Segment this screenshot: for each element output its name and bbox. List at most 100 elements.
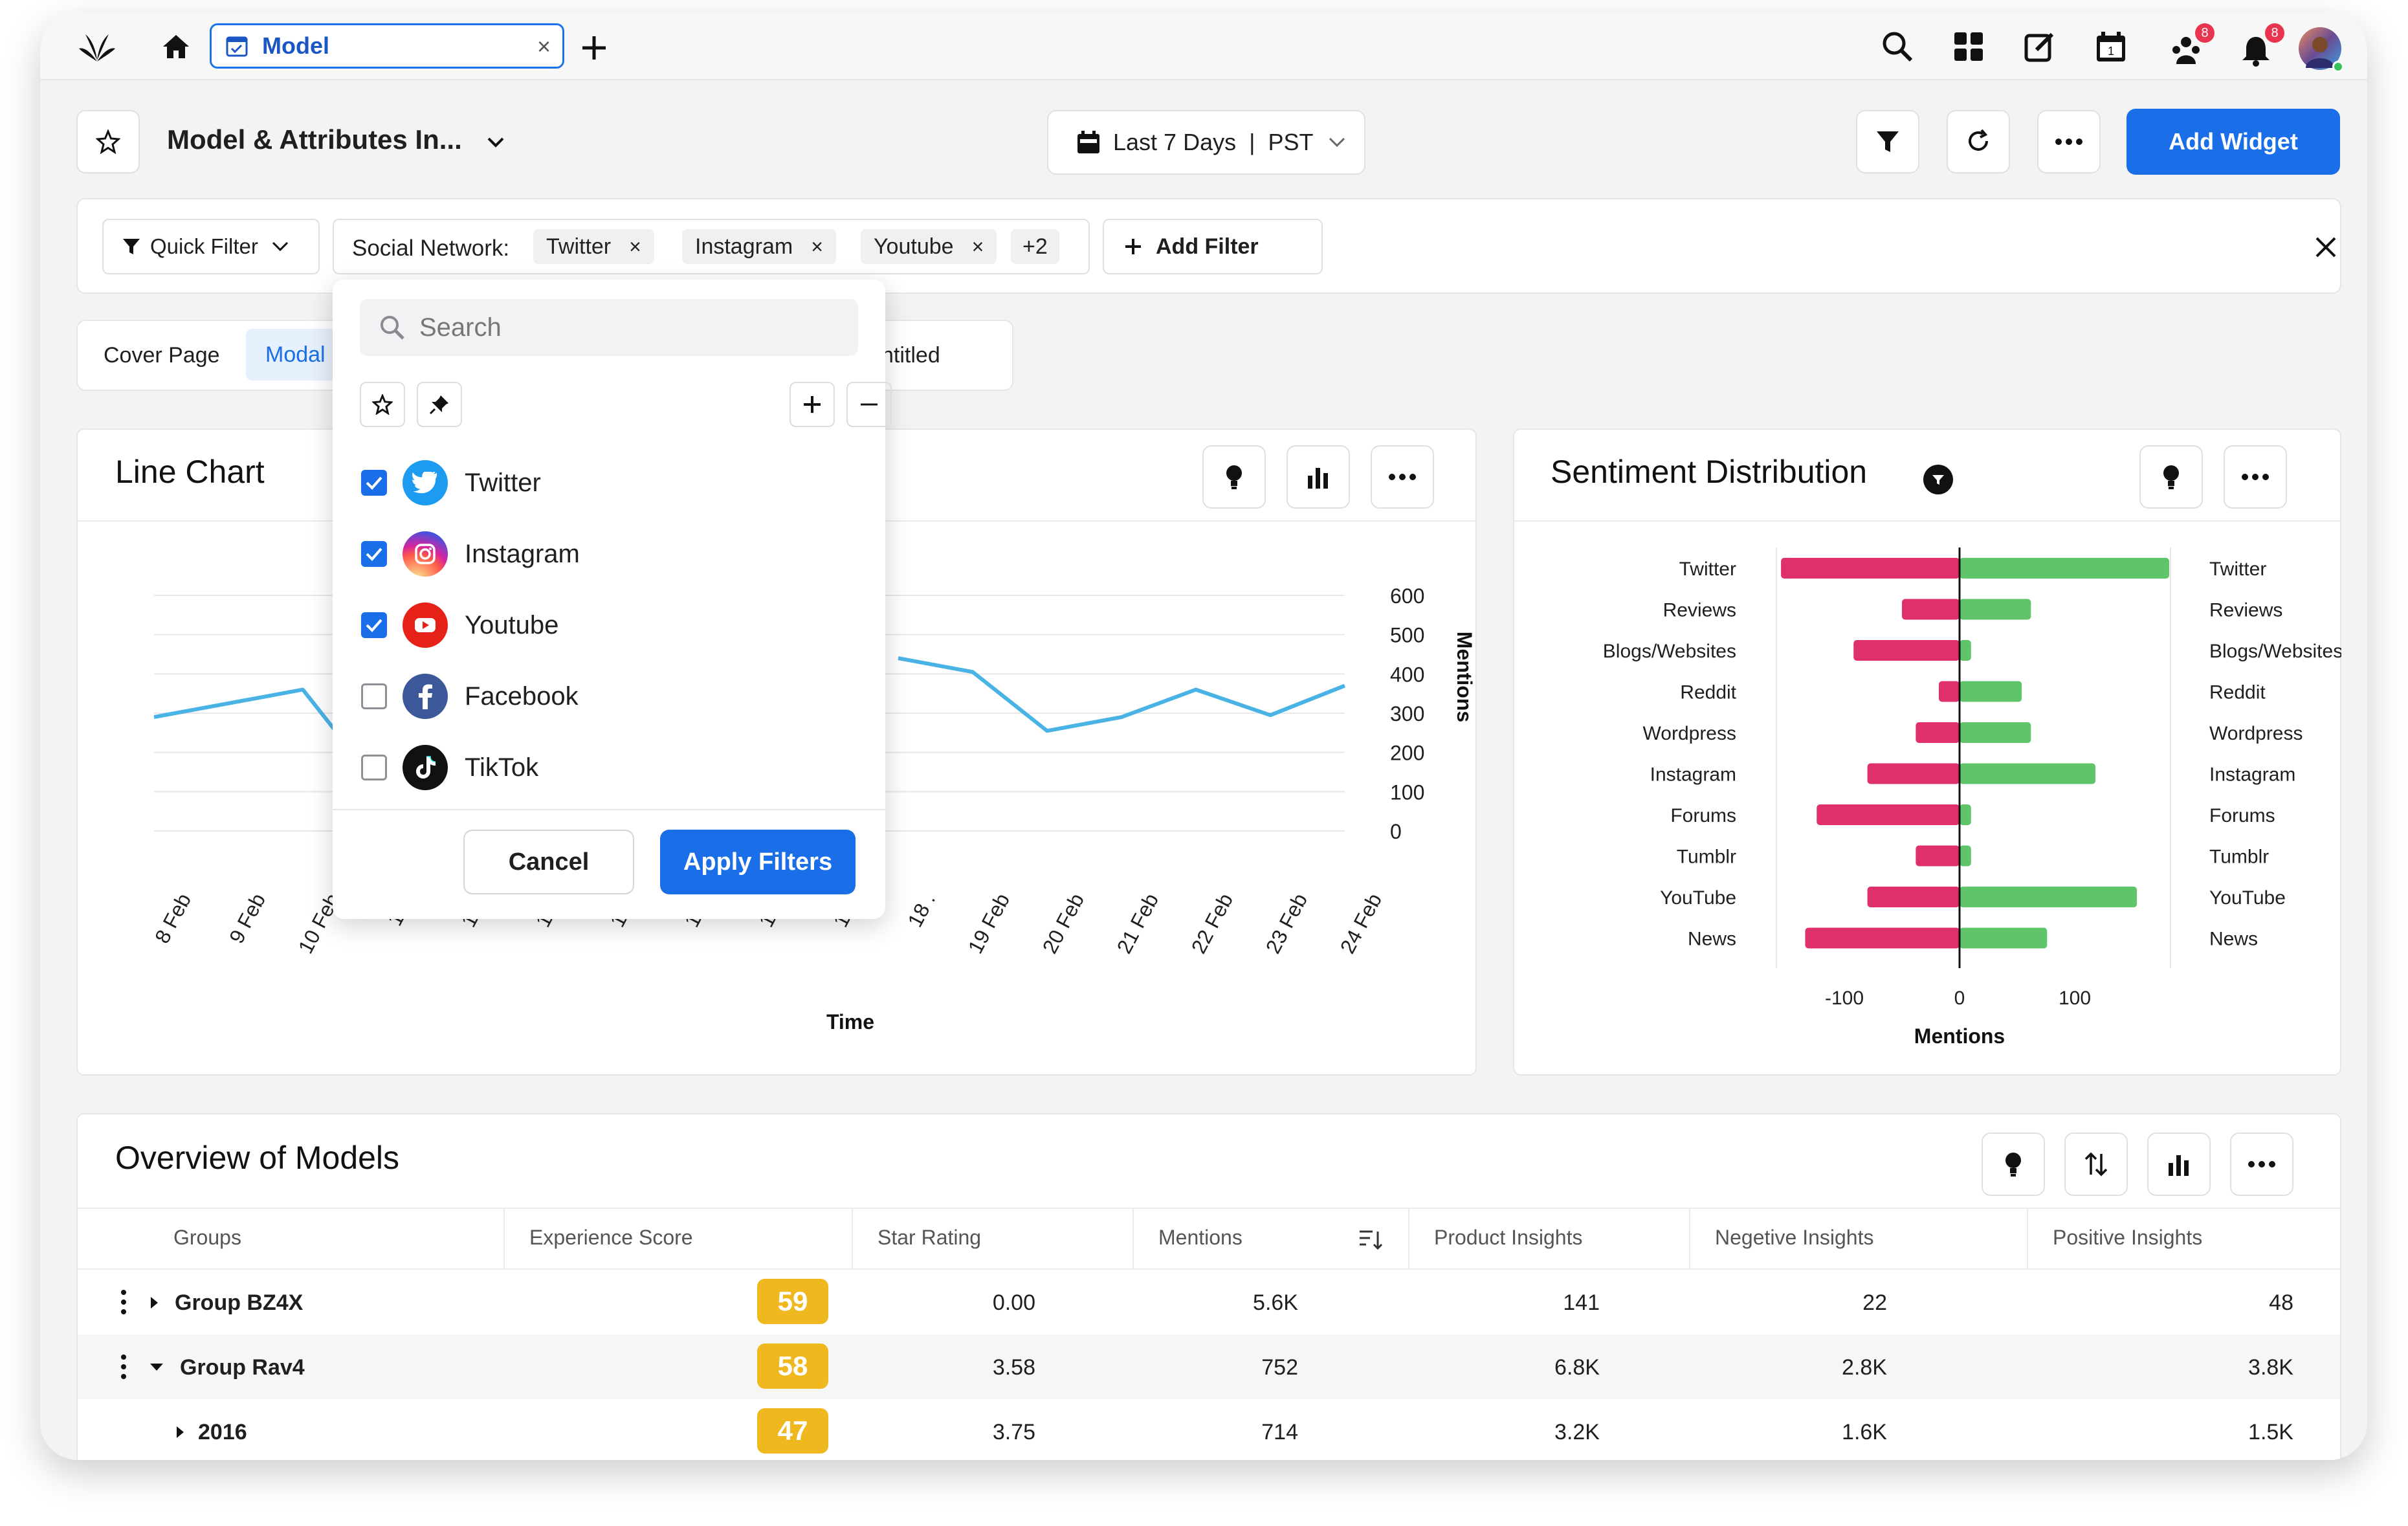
tab-model[interactable]: Model × <box>210 23 564 69</box>
expand-all-button[interactable] <box>790 382 835 427</box>
dropdown-option-facebook[interactable]: Facebook <box>333 664 885 729</box>
row-menu-icon[interactable] <box>119 1289 128 1315</box>
youtube-logo-icon <box>403 603 448 648</box>
dropdown-option-instagram[interactable]: Instagram <box>333 522 885 586</box>
checkbox-unchecked[interactable] <box>361 755 387 780</box>
negative-bar <box>1853 640 1960 661</box>
sort-descending-icon[interactable] <box>1356 1226 1385 1254</box>
row-menu-icon[interactable] <box>119 1354 128 1380</box>
add-widget-button[interactable]: Add Widget <box>2126 109 2340 175</box>
social-network-filter[interactable]: Social Network: Twitter × Instagram × Yout… <box>333 219 1090 274</box>
filter-chip-instagram[interactable]: Instagram × <box>682 229 836 264</box>
dropdown-option-twitter[interactable]: Twitter <box>333 450 885 515</box>
dropdown-footer-divider <box>333 809 885 810</box>
x-tick-label: 100 <box>2059 988 2091 1009</box>
home-icon[interactable] <box>160 32 192 61</box>
cancel-button[interactable]: Cancel <box>463 830 634 894</box>
lightbulb-icon <box>1226 465 1242 489</box>
category-label-left: Blogs/Websites <box>1603 641 1736 662</box>
checkbox-checked[interactable] <box>361 612 387 638</box>
option-label: Youtube <box>465 610 559 639</box>
search-icon[interactable] <box>1878 27 1917 66</box>
pin-icon <box>429 395 448 415</box>
tab-modal[interactable]: Modal <box>246 329 343 381</box>
quick-filter-label: Quick Filter <box>150 234 258 258</box>
filter-chip-twitter[interactable]: Twitter × <box>533 229 654 264</box>
x-tick-label: 19 Feb <box>964 889 1015 957</box>
row-product-insights: 3.2K <box>1554 1420 1600 1444</box>
overview-sort-button[interactable] <box>2064 1133 2128 1196</box>
dashboard-tab-icon <box>225 34 249 58</box>
tab-cover-page[interactable]: Cover Page <box>104 343 220 368</box>
pin-toggle-button[interactable] <box>417 382 462 427</box>
category-label-right: Tumblr <box>2209 846 2269 868</box>
refresh-button[interactable] <box>1947 110 2010 173</box>
column-header-negative-insights[interactable]: Negetive Insights <box>1715 1226 1874 1249</box>
sentiment-chart-plot: Twitter Twitter Reviews Reviews Blogs/Websit… <box>1603 547 2341 1048</box>
y-tick-label: 400 <box>1390 663 1424 686</box>
notification-bell-icon[interactable] <box>2237 31 2275 70</box>
column-header-product-insights[interactable]: Product Insights <box>1434 1226 1583 1249</box>
tab-untitled[interactable]: ntitled <box>881 343 940 368</box>
add-tab-icon[interactable] <box>576 30 612 66</box>
column-header-mentions[interactable]: Mentions <box>1158 1226 1243 1249</box>
more-options-button[interactable] <box>2037 110 2101 173</box>
add-filter-button[interactable]: Add Filter <box>1103 219 1323 274</box>
sentiment-more-button[interactable] <box>2224 445 2287 509</box>
column-header-groups[interactable]: Groups <box>173 1226 241 1249</box>
close-tab-icon[interactable]: × <box>536 33 551 60</box>
apps-grid-icon[interactable] <box>1949 27 1988 66</box>
category-label-left: Reddit <box>1680 682 1736 703</box>
calendar-icon <box>1076 129 1101 155</box>
quick-filter-button[interactable]: Quick Filter <box>102 219 320 274</box>
remove-chip-icon[interactable]: × <box>629 234 641 258</box>
title-dropdown-icon[interactable] <box>480 127 511 158</box>
date-range-picker[interactable]: Last 7 Days | PST <box>1047 110 1365 175</box>
compose-icon[interactable] <box>2020 27 2059 66</box>
checkbox-checked[interactable] <box>361 541 387 567</box>
table-row[interactable] <box>78 1399 2340 1460</box>
insights-button[interactable] <box>1202 445 1266 509</box>
calendar-icon[interactable]: 1 <box>2092 27 2130 66</box>
sentiment-filter-icon[interactable] <box>1923 465 1953 494</box>
apply-filters-button[interactable]: Apply Filters <box>660 830 856 894</box>
community-icon[interactable] <box>2167 31 2205 70</box>
tiktok-logo-icon <box>403 745 448 790</box>
overview-more-button[interactable] <box>2230 1133 2293 1196</box>
col-divider <box>1132 1208 1134 1270</box>
column-header-star-rating[interactable]: Star Rating <box>878 1226 982 1249</box>
table-row[interactable] <box>78 1334 2340 1399</box>
chart-type-button[interactable] <box>1287 445 1350 509</box>
more-chips-count[interactable]: +2 <box>1011 229 1059 264</box>
close-filter-bar-icon[interactable] <box>2312 233 2340 261</box>
column-header-positive-insights[interactable]: Positive Insights <box>2053 1226 2203 1249</box>
dropdown-option-youtube[interactable]: Youtube <box>333 593 885 658</box>
timezone-label: PST <box>1268 129 1314 155</box>
remove-chip-icon[interactable]: × <box>811 234 823 258</box>
sprinklr-logo-icon[interactable] <box>76 30 118 63</box>
sentiment-insights-button[interactable] <box>2139 445 2203 509</box>
table-row[interactable] <box>78 1270 2340 1334</box>
collapse-row-icon[interactable] <box>148 1360 166 1373</box>
filter-button[interactable] <box>1856 110 1919 173</box>
remove-chip-icon[interactable]: × <box>971 234 984 258</box>
category-label-left: Forums <box>1670 805 1736 826</box>
overview-insights-button[interactable] <box>1982 1133 2045 1196</box>
widget-more-button[interactable] <box>1371 445 1434 509</box>
funnel-icon <box>1877 131 1899 152</box>
overview-chart-button[interactable] <box>2147 1133 2211 1196</box>
ellipsis-icon <box>1389 474 1416 480</box>
filter-chip-youtube[interactable]: Youtube × <box>861 229 997 264</box>
category-label-right: Wordpress <box>2209 723 2303 744</box>
checkbox-checked[interactable] <box>361 470 387 496</box>
collapse-all-button[interactable] <box>846 382 892 427</box>
instagram-logo-icon <box>403 531 448 577</box>
favorite-toggle-button[interactable] <box>360 382 405 427</box>
expand-row-icon[interactable] <box>146 1294 162 1311</box>
expand-row-icon[interactable] <box>172 1424 188 1441</box>
column-header-experience-score[interactable]: Experience Score <box>529 1226 693 1249</box>
dropdown-option-tiktok[interactable]: TikTok <box>333 735 885 800</box>
checkbox-unchecked[interactable] <box>361 683 387 709</box>
favorite-button[interactable] <box>76 110 140 173</box>
dropdown-search-field[interactable]: Search <box>360 299 858 356</box>
